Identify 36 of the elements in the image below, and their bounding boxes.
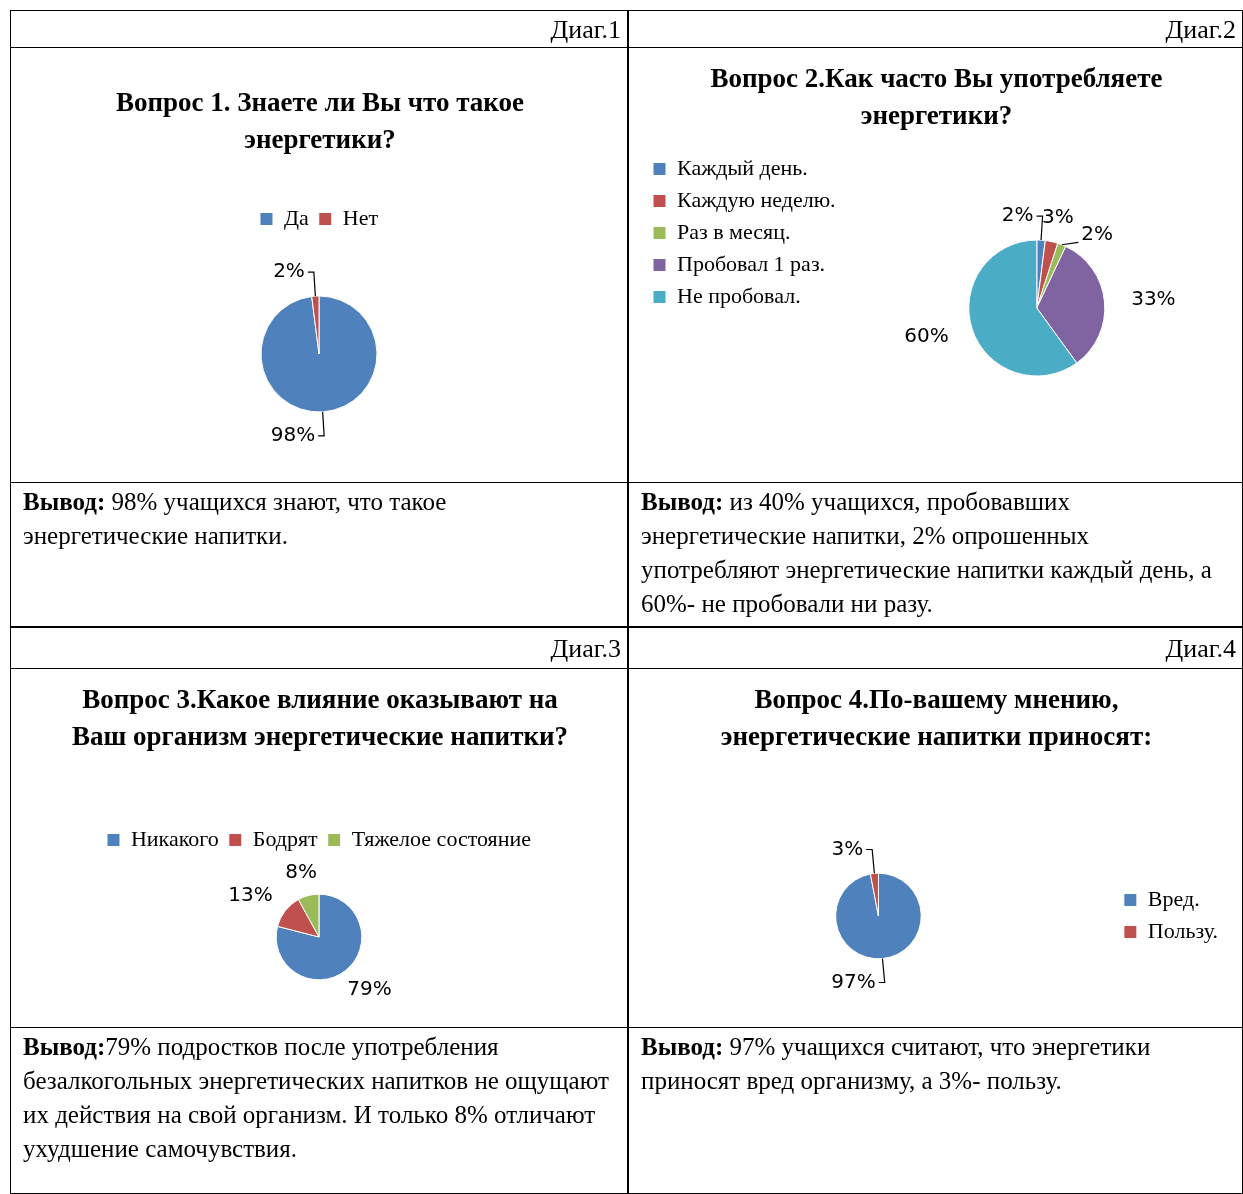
data-label: 60% — [904, 322, 949, 347]
legend-label: Раз в месяц. — [677, 218, 791, 244]
legend-label: Каждый день. — [677, 154, 808, 180]
data-label: 79% — [347, 975, 392, 1000]
legend-label: Пробовал 1 раз. — [677, 250, 826, 276]
text: Вывод:79% подростков после употребления безалкогольных энергетических напитков не ощущают их действия на свой организм. И только 8% отличают ухудшение самочувствия. — [10, 1027, 628, 1194]
text: Диаг.3 — [10, 627, 628, 669]
data-label: 13% — [228, 882, 273, 907]
text: Вывод: 97% учащихся считают, что энергетики приносят вред организму, а 3%- пользу. — [628, 1027, 1243, 1194]
legend-label: Да — [283, 204, 309, 230]
text: Диаг.4 — [628, 627, 1243, 669]
legend-label: Не пробовал. — [677, 282, 801, 308]
legend-label: Каждую неделю. — [677, 186, 836, 212]
chart-title: Вопрос 4.По-вашему мнению, энергетические напитки приносят: — [719, 683, 1154, 753]
data-label: 8% — [285, 858, 318, 883]
chart-title: Вопрос 2.Как часто Вы употребляете энергетики? — [709, 62, 1164, 132]
text: Вывод: 98% учащихся знают, что такое энергетические напитки. — [10, 482, 628, 627]
data-label: 2% — [1001, 202, 1034, 227]
data-label: 97% — [831, 968, 876, 993]
chart-title: Вопрос 3.Какое влияние оказывают на Ваш организм энергетические напитки? — [71, 683, 569, 753]
legend-label: Пользу. — [1147, 917, 1218, 943]
data-label: 33% — [1131, 285, 1176, 310]
legend-label: Никакого — [130, 825, 219, 851]
legend-label: Нет — [342, 204, 379, 230]
text: Диаг.2 — [628, 10, 1243, 48]
text: Вывод: из 40% учащихся, пробовавших энергетические напитки, 2% опрошенных употребляют энергетические напитки каждый день, а 60%- не пробовали ни разу. — [628, 482, 1243, 627]
legend-label: Вред. — [1147, 885, 1200, 911]
data-label: 2% — [273, 258, 305, 283]
data-label: 98% — [270, 422, 316, 447]
data-label: 3% — [831, 835, 864, 860]
legend-label: Тяжелое состояние — [351, 825, 532, 851]
data-label: 2% — [1081, 220, 1114, 245]
chart-title: Вопрос 1. Знаете ли Вы что такое энергетики? — [114, 86, 526, 156]
legend-label: Бодрят — [252, 825, 319, 851]
data-label: 3% — [1041, 204, 1074, 229]
text: Диаг.1 — [10, 10, 628, 48]
